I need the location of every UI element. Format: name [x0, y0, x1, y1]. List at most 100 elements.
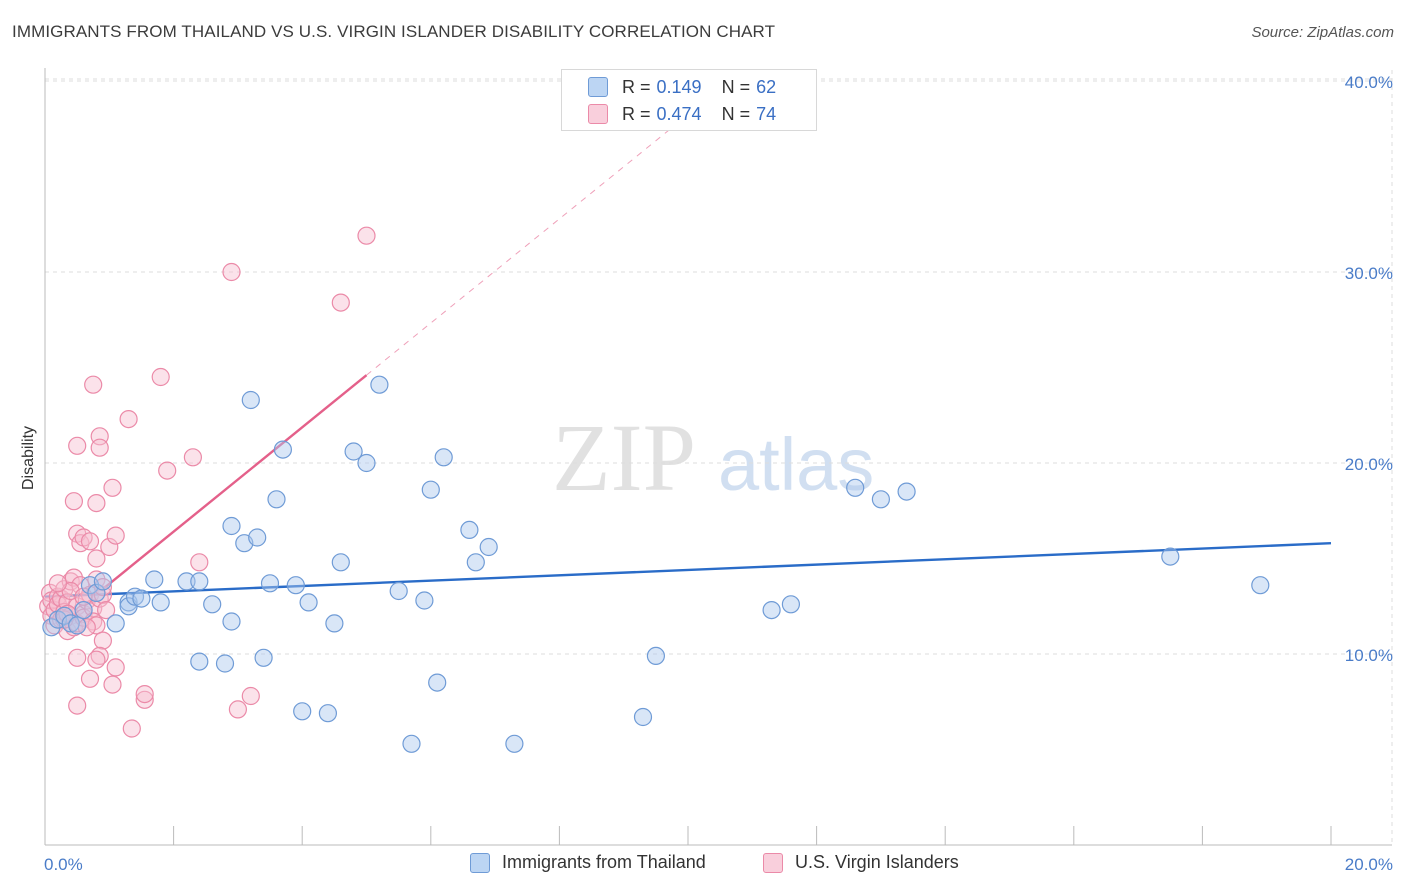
point-thailand: [151, 593, 170, 612]
point-thailand: [415, 591, 434, 610]
point-thailand: [897, 482, 916, 501]
point-thailand: [762, 600, 781, 620]
point-virgin-islanders: [84, 375, 103, 394]
point-thailand: [646, 646, 666, 666]
point-thailand: [421, 480, 440, 499]
point-thailand: [428, 673, 447, 692]
point-thailand: [466, 553, 485, 572]
point-thailand: [344, 442, 363, 461]
legend-row-thailand: R = 0.149 N = 62: [588, 74, 776, 100]
point-thailand: [190, 572, 209, 591]
point-thailand: [293, 702, 312, 721]
point-virgin-islanders: [80, 532, 100, 551]
bottom-legend-label: Immigrants from Thailand: [502, 852, 706, 872]
point-thailand: [871, 490, 891, 509]
point-virgin-islanders: [106, 526, 125, 545]
point-thailand: [460, 520, 479, 540]
point-thailand: [248, 528, 267, 547]
point-virgin-islanders: [71, 576, 90, 595]
point-thailand: [505, 734, 524, 753]
legend-swatch-blue: [588, 77, 608, 97]
point-thailand: [286, 576, 305, 595]
legend-n-label: N =: [721, 103, 751, 124]
point-virgin-islanders: [87, 494, 106, 513]
bottom-legend-label: U.S. Virgin Islanders: [795, 852, 959, 872]
point-virgin-islanders: [103, 675, 122, 694]
point-thailand: [93, 572, 113, 591]
point-thailand: [260, 574, 280, 593]
legend-r-label: R =: [622, 76, 651, 97]
point-thailand: [389, 581, 408, 601]
chart-title: IMMIGRANTS FROM THAILAND VS U.S. VIRGIN …: [12, 22, 776, 41]
x-tick-label: 20.0%: [1345, 855, 1393, 874]
trend-lines: [44, 88, 1332, 598]
point-virgin-islanders: [96, 600, 116, 620]
point-virgin-islanders: [241, 686, 260, 706]
bottom-legend-swatch-blue: [470, 852, 490, 873]
point-thailand: [633, 707, 653, 727]
point-virgin-islanders: [68, 696, 87, 715]
point-virgin-islanders: [222, 262, 241, 282]
x-tick-label: 0.0%: [44, 855, 83, 874]
point-virgin-islanders: [158, 461, 177, 480]
point-thailand: [190, 652, 209, 671]
trend-line-virgin-islanders: [102, 374, 368, 590]
point-virgin-islanders: [90, 438, 109, 457]
point-thailand: [132, 589, 151, 608]
legend-row-virgin-islanders: R = 0.474 N = 74: [588, 101, 776, 127]
tick-labels: 10.0% 20.0% 30.0% 40.0% 0.0% 20.0%: [44, 73, 1393, 874]
bottom-legend-virgin-islanders: U.S. Virgin Islanders: [763, 852, 959, 873]
point-virgin-islanders: [103, 478, 122, 497]
source-label: Source: ZipAtlas.com: [1251, 24, 1394, 41]
legend-n-value: 74: [756, 103, 777, 124]
point-thailand: [331, 553, 350, 572]
point-thailand: [402, 734, 421, 753]
point-virgin-islanders: [93, 631, 113, 650]
point-thailand: [203, 595, 222, 614]
point-thailand: [106, 614, 125, 633]
axes: [44, 68, 1392, 846]
legend-r-label: R =: [622, 103, 651, 124]
bottom-legend-thailand: Immigrants from Thailand: [470, 852, 706, 873]
point-virgin-islanders: [100, 537, 119, 557]
point-thailand: [781, 595, 801, 614]
point-thailand: [215, 654, 235, 673]
point-thailand: [145, 570, 164, 589]
point-thailand: [241, 390, 260, 410]
point-thailand: [434, 448, 453, 467]
point-thailand: [222, 516, 241, 536]
point-virgin-islanders: [68, 436, 87, 455]
y-axis-label: Disability: [20, 426, 37, 490]
point-virgin-islanders: [68, 648, 87, 667]
legend-n-value: 62: [756, 76, 777, 97]
point-thailand: [357, 453, 376, 473]
point-thailand: [61, 614, 80, 633]
watermark: ZIP atlas: [552, 404, 874, 511]
bottom-legend: Immigrants from Thailand U.S. Virgin Isl…: [0, 852, 1406, 878]
point-virgin-islanders: [331, 293, 350, 312]
point-virgin-islanders: [357, 226, 376, 245]
point-thailand: [222, 612, 241, 631]
point-virgin-islanders: [64, 568, 84, 587]
point-thailand: [479, 537, 498, 557]
bottom-legend-swatch-pink: [763, 852, 783, 873]
point-thailand: [125, 587, 145, 606]
point-thailand: [267, 490, 286, 509]
y-tick-label: 10.0%: [1345, 646, 1393, 665]
point-thailand: [325, 614, 344, 633]
point-virgin-islanders: [48, 574, 68, 593]
point-thailand: [177, 572, 196, 591]
y-tick-label: 30.0%: [1345, 264, 1393, 283]
point-virgin-islanders: [64, 492, 84, 511]
point-thailand: [370, 375, 389, 394]
legend: R = 0.149 N = 62 R = 0.474 N = 74: [561, 69, 817, 131]
y-tick-label: 20.0%: [1345, 455, 1393, 474]
point-virgin-islanders: [190, 553, 209, 572]
legend-swatch-pink: [588, 104, 608, 124]
point-virgin-islanders: [122, 719, 141, 738]
trend-line-thailand: [44, 542, 1332, 598]
point-thailand: [273, 440, 292, 459]
point-thailand: [846, 478, 865, 497]
point-virgin-islanders: [135, 684, 154, 704]
